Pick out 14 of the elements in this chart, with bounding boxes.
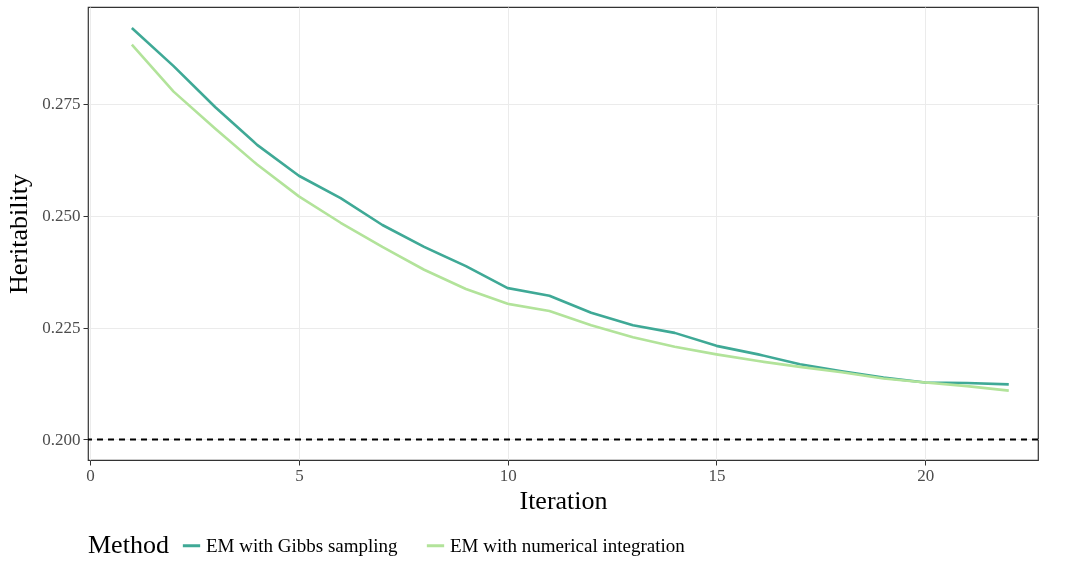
x-axis-title: Iteration xyxy=(519,485,608,515)
x-tick-label: 20 xyxy=(917,465,935,485)
y-tick-label: 0.275 xyxy=(42,94,81,114)
x-tick-label: 15 xyxy=(708,465,726,485)
x-tick-label: 5 xyxy=(295,465,304,485)
y-tick-label: 0.250 xyxy=(42,206,81,226)
y-tick-label: 0.200 xyxy=(42,429,81,449)
y-axis-title: Heritability xyxy=(4,174,34,294)
legend-title: Method xyxy=(88,530,169,559)
y-tick-label: 0.225 xyxy=(42,318,81,337)
legend-label: EM with numerical integration xyxy=(450,534,686,556)
x-tick-label: 0 xyxy=(86,465,95,485)
legend-label: EM with Gibbs sampling xyxy=(206,534,399,556)
x-tick-label: 10 xyxy=(499,465,517,485)
